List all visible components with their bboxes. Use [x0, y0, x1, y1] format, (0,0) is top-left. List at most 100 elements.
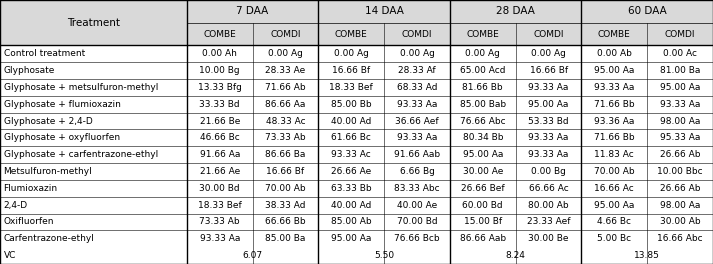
Text: COMDI: COMDI: [533, 30, 564, 39]
Text: 60.00 Bd: 60.00 Bd: [463, 201, 503, 210]
Text: 63.33 Bb: 63.33 Bb: [331, 184, 371, 193]
Text: 93.33 Aa: 93.33 Aa: [528, 150, 569, 159]
Text: 5.50: 5.50: [374, 251, 394, 260]
Text: 23.33 Aef: 23.33 Aef: [527, 218, 570, 227]
Text: 28.33 Ae: 28.33 Ae: [265, 66, 306, 75]
Bar: [0, 163, 713, 180]
Text: Glyphosate + 2,4-D: Glyphosate + 2,4-D: [4, 117, 92, 126]
Text: 93.36 Aa: 93.36 Aa: [594, 117, 635, 126]
Text: 85.00 Bab: 85.00 Bab: [460, 100, 506, 109]
Bar: [0, 180, 713, 197]
Text: 7 DAA: 7 DAA: [237, 6, 269, 16]
Text: 28 DAA: 28 DAA: [496, 6, 535, 16]
Text: 10.00 Bbc: 10.00 Bbc: [657, 167, 703, 176]
Text: 70.00 Bd: 70.00 Bd: [396, 218, 437, 227]
Text: 86.66 Ba: 86.66 Ba: [265, 150, 306, 159]
Text: 95.00 Aa: 95.00 Aa: [528, 100, 569, 109]
Text: 21.66 Be: 21.66 Be: [200, 117, 240, 126]
Text: 73.33 Ab: 73.33 Ab: [265, 133, 306, 142]
Text: 30.00 Be: 30.00 Be: [528, 234, 569, 243]
Text: 80.00 Ab: 80.00 Ab: [528, 201, 569, 210]
Text: 18.33 Bef: 18.33 Bef: [198, 201, 242, 210]
Bar: [0, 45, 713, 62]
Text: Control treatment: Control treatment: [4, 49, 85, 58]
Text: 11.83 Ac: 11.83 Ac: [595, 150, 635, 159]
Text: COMDI: COMDI: [665, 30, 695, 39]
Text: 10.00 Bg: 10.00 Bg: [200, 66, 240, 75]
Text: 16.66 Bf: 16.66 Bf: [267, 167, 304, 176]
Text: 70.00 Ab: 70.00 Ab: [594, 167, 635, 176]
Text: 66.66 Bb: 66.66 Bb: [265, 218, 306, 227]
Text: 61.66 Bc: 61.66 Bc: [332, 133, 371, 142]
Text: 65.00 Acd: 65.00 Acd: [460, 66, 506, 75]
Text: 36.66 Aef: 36.66 Aef: [395, 117, 438, 126]
Text: 95.00 Aa: 95.00 Aa: [331, 234, 371, 243]
Text: 15.00 Bf: 15.00 Bf: [463, 218, 502, 227]
Text: 40.00 Ae: 40.00 Ae: [397, 201, 437, 210]
Text: 6.66 Bg: 6.66 Bg: [399, 167, 434, 176]
Text: 26.66 Ab: 26.66 Ab: [660, 150, 700, 159]
Text: 95.00 Aa: 95.00 Aa: [660, 83, 700, 92]
Text: 16.66 Abc: 16.66 Abc: [657, 234, 703, 243]
Text: 93.33 Aa: 93.33 Aa: [660, 100, 700, 109]
Text: 86.66 Aab: 86.66 Aab: [460, 234, 506, 243]
Text: 26.66 Ae: 26.66 Ae: [331, 167, 371, 176]
Text: VC: VC: [4, 251, 16, 260]
Text: 0.00 Ag: 0.00 Ag: [268, 49, 303, 58]
Text: 30.00 Ae: 30.00 Ae: [463, 167, 503, 176]
Text: 93.33 Aa: 93.33 Aa: [594, 83, 635, 92]
Text: Glyphosate + metsulfuron-methyl: Glyphosate + metsulfuron-methyl: [4, 83, 158, 92]
Text: 0.00 Ac: 0.00 Ac: [663, 49, 697, 58]
Bar: [0, 197, 713, 214]
Text: 76.66 Bcb: 76.66 Bcb: [394, 234, 440, 243]
Text: COMBE: COMBE: [598, 30, 631, 39]
Text: 0.00 Ag: 0.00 Ag: [531, 49, 566, 58]
Text: 0.00 Ab: 0.00 Ab: [597, 49, 632, 58]
Text: 93.33 Aa: 93.33 Aa: [397, 133, 437, 142]
Bar: [0, 129, 713, 146]
Text: 60 DAA: 60 DAA: [628, 6, 667, 16]
Bar: [0, 247, 713, 264]
Bar: [0, 62, 713, 79]
Text: 13.33 Bfg: 13.33 Bfg: [198, 83, 242, 92]
Text: 76.66 Abc: 76.66 Abc: [460, 117, 506, 126]
Text: 38.33 Ad: 38.33 Ad: [265, 201, 306, 210]
Text: COMBE: COMBE: [335, 30, 368, 39]
Text: 18.33 Bef: 18.33 Bef: [329, 83, 373, 92]
Text: 0.00 Ag: 0.00 Ag: [466, 49, 501, 58]
Text: 33.33 Bd: 33.33 Bd: [200, 100, 240, 109]
Bar: [0, 96, 713, 113]
Text: 6.07: 6.07: [242, 251, 262, 260]
Text: 28.33 Af: 28.33 Af: [398, 66, 436, 75]
Text: 91.66 Aab: 91.66 Aab: [394, 150, 440, 159]
Text: Flumioxazin: Flumioxazin: [4, 184, 58, 193]
Text: 16.66 Ac: 16.66 Ac: [595, 184, 635, 193]
Text: COMBE: COMBE: [466, 30, 499, 39]
Text: 98.00 Aa: 98.00 Aa: [660, 201, 700, 210]
Text: 16.66 Bf: 16.66 Bf: [530, 66, 568, 75]
Text: 5.00 Bc: 5.00 Bc: [597, 234, 632, 243]
Text: 86.66 Aa: 86.66 Aa: [265, 100, 306, 109]
Text: Oxifluorfen: Oxifluorfen: [4, 218, 54, 227]
Text: 91.66 Aa: 91.66 Aa: [200, 150, 240, 159]
Text: Treatment: Treatment: [67, 18, 120, 28]
Text: 95.00 Aa: 95.00 Aa: [594, 201, 635, 210]
Text: 95.00 Aa: 95.00 Aa: [594, 66, 635, 75]
Text: 85.00 Ba: 85.00 Ba: [265, 234, 306, 243]
Text: 2,4-D: 2,4-D: [4, 201, 28, 210]
Text: 85.00 Ab: 85.00 Ab: [331, 218, 371, 227]
Text: 71.66 Bb: 71.66 Bb: [594, 133, 635, 142]
Text: 71.66 Bb: 71.66 Bb: [594, 100, 635, 109]
Text: 68.33 Ad: 68.33 Ad: [396, 83, 437, 92]
Text: Glyphosate + flumioxazin: Glyphosate + flumioxazin: [4, 100, 120, 109]
Text: 48.33 Ac: 48.33 Ac: [266, 117, 305, 126]
Text: 16.66 Bf: 16.66 Bf: [332, 66, 370, 75]
Text: 81.66 Bb: 81.66 Bb: [463, 83, 503, 92]
Text: Glyphosate: Glyphosate: [4, 66, 55, 75]
Text: 14 DAA: 14 DAA: [364, 6, 404, 16]
Text: 40.00 Ad: 40.00 Ad: [331, 201, 371, 210]
Bar: [0, 79, 713, 96]
Text: 30.00 Bd: 30.00 Bd: [200, 184, 240, 193]
Text: 95.00 Aa: 95.00 Aa: [463, 150, 503, 159]
Text: 93.33 Aa: 93.33 Aa: [528, 133, 569, 142]
